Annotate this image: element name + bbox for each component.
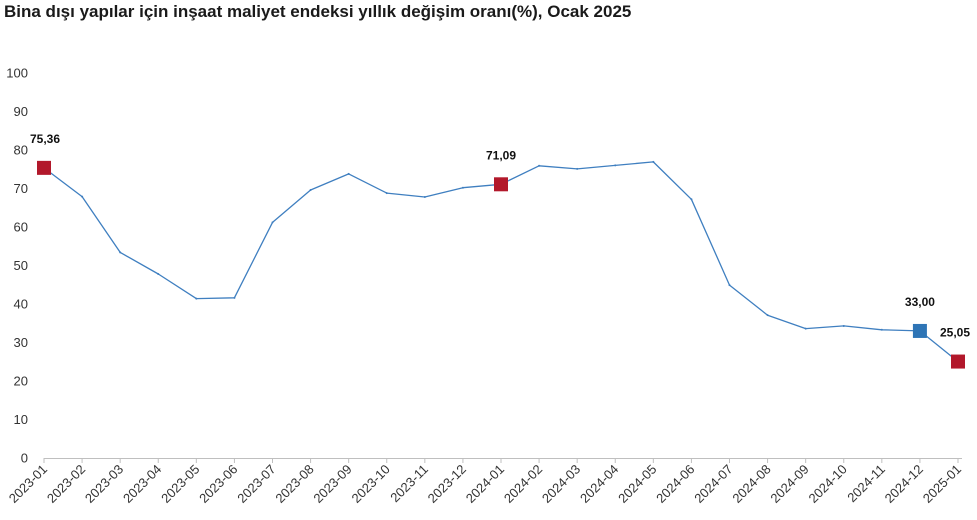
x-tick-label: 2023-02 <box>44 462 88 506</box>
x-tick-label: 2023-04 <box>120 462 164 506</box>
x-tick-label: 2024-06 <box>653 462 697 506</box>
data-point <box>271 221 274 224</box>
data-labels: 75,36 71,09 33,00 25,05 <box>30 132 970 340</box>
data-label: 75,36 <box>30 132 60 146</box>
y-tick-label: 0 <box>21 451 28 466</box>
data-label: 25,05 <box>940 326 970 340</box>
x-tick-label: 2023-01 <box>6 462 50 506</box>
data-point <box>309 189 312 192</box>
x-tick-label: 2023-09 <box>310 462 354 506</box>
y-tick-label: 70 <box>14 181 28 196</box>
data-point <box>690 198 693 201</box>
y-tick-label: 60 <box>14 220 28 235</box>
x-tick-label: 2024-02 <box>501 462 545 506</box>
highlight-marker <box>37 160 51 175</box>
x-tick-label: 2024-10 <box>806 462 850 506</box>
y-tick-label: 100 <box>6 66 28 81</box>
data-point <box>233 296 236 299</box>
data-point <box>804 327 807 330</box>
data-point <box>347 172 350 175</box>
x-tick-label: 2024-01 <box>463 462 507 506</box>
x-tick-label: 2024-04 <box>577 462 621 506</box>
x-axis: 2023-012023-022023-032023-042023-052023-… <box>6 458 964 506</box>
x-tick-label: 2024-08 <box>729 462 773 506</box>
x-tick-label: 2023-11 <box>387 462 431 506</box>
x-tick-label: 2023-08 <box>272 462 316 506</box>
x-tick-label: 2024-03 <box>539 462 583 506</box>
data-point <box>385 192 388 195</box>
data-label: 33,00 <box>905 295 935 309</box>
x-tick-label: 2024-09 <box>767 462 811 506</box>
x-tick-label: 2024-11 <box>844 462 888 506</box>
data-point <box>157 272 160 275</box>
highlight-markers <box>37 160 965 369</box>
x-tick-label: 2024-12 <box>882 462 926 506</box>
x-tick-label: 2023-03 <box>82 462 126 506</box>
data-point <box>461 186 464 189</box>
y-tick-label: 20 <box>14 374 28 389</box>
x-tick-label: 2023-12 <box>425 462 469 506</box>
data-point <box>652 160 655 163</box>
data-point <box>195 297 198 300</box>
data-point <box>614 164 617 167</box>
x-tick-label: 2024-07 <box>691 462 735 506</box>
data-point <box>81 195 84 198</box>
x-tick-label: 2023-05 <box>158 462 202 506</box>
data-point <box>728 284 731 287</box>
x-tick-label: 2023-07 <box>234 462 278 506</box>
series-line <box>43 161 959 363</box>
data-point <box>538 164 541 167</box>
x-tick-label: 2023-06 <box>196 462 240 506</box>
highlight-marker <box>494 177 508 192</box>
data-point <box>576 167 579 170</box>
data-point <box>423 195 426 198</box>
data-point <box>119 251 122 254</box>
x-tick-label: 2023-10 <box>349 462 393 506</box>
y-tick-label: 30 <box>14 335 28 350</box>
data-point <box>842 324 845 327</box>
y-tick-label: 50 <box>14 258 28 273</box>
y-tick-label: 40 <box>14 297 28 312</box>
y-axis: 0 10 20 30 40 50 60 70 80 90 100 <box>6 66 28 466</box>
x-tick-label: 2024-05 <box>615 462 659 506</box>
data-point <box>766 314 769 317</box>
y-tick-label: 90 <box>14 104 28 119</box>
highlight-marker <box>912 323 927 338</box>
data-label: 71,09 <box>486 148 516 162</box>
chart-title: Bina dışı yapılar için inşaat maliyet en… <box>4 2 632 21</box>
data-point <box>880 328 883 331</box>
x-tick-label: 2025-01 <box>920 462 964 506</box>
y-tick-label: 10 <box>14 412 28 427</box>
y-tick-label: 80 <box>14 143 28 158</box>
highlight-marker <box>951 354 965 369</box>
